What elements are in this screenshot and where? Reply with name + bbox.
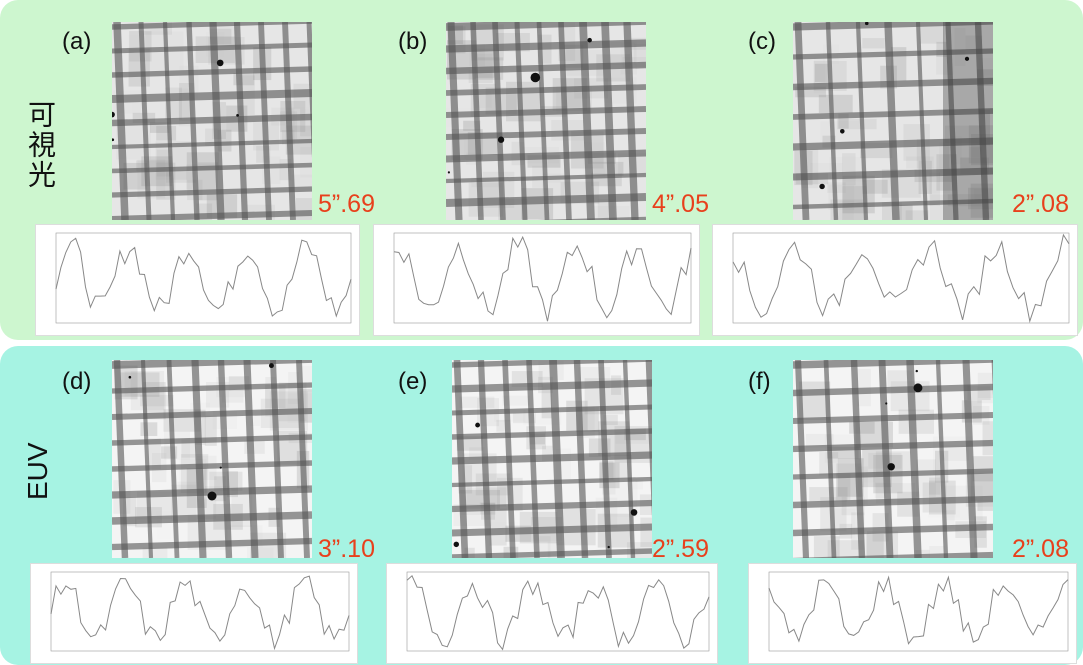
mesh-image: [112, 360, 312, 558]
panel-label: (f): [748, 368, 771, 395]
seeing-value: 5”.69: [318, 190, 375, 218]
seeing-value: 3”.10: [318, 535, 375, 563]
profile-plot: [386, 563, 718, 664]
seeing-value: 2”.59: [652, 535, 709, 563]
profile-plot: [35, 224, 360, 336]
mesh-image: [793, 360, 993, 558]
mesh-image: [112, 22, 312, 220]
profile-plot: [748, 563, 1077, 664]
panel-label: (c): [748, 28, 776, 55]
mesh-image: [452, 360, 652, 558]
mesh-image: [793, 22, 993, 220]
panel-label: (e): [398, 368, 428, 395]
profile-plot: [712, 224, 1078, 336]
panel-label: (b): [398, 28, 428, 55]
panel-label: (d): [62, 368, 92, 395]
mesh-image: [446, 22, 646, 220]
profile-plot: [373, 224, 700, 336]
row-label: 可視光: [25, 100, 56, 190]
seeing-value: 2”.08: [1012, 535, 1069, 563]
row-label: EUV: [22, 442, 53, 500]
panel-label: (a): [62, 28, 92, 55]
profile-plot: [30, 563, 358, 664]
seeing-value: 4”.05: [652, 190, 709, 218]
seeing-value: 2”.08: [1012, 190, 1069, 218]
